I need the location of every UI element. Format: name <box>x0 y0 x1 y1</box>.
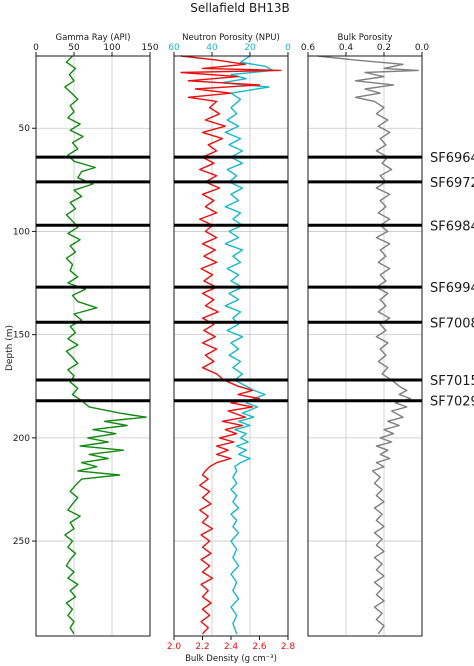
bottom-tick-label: 2.0 <box>167 642 182 652</box>
depth-tick-label: 250 <box>13 537 30 547</box>
track-title: Neutron Porosity (NPU) <box>182 33 280 43</box>
top-tick-label: 40 <box>206 43 218 53</box>
marker-label: SF6984 <box>430 219 474 234</box>
top-tick-label: 150 <box>141 43 158 53</box>
neutron-density-track: 60 40 20 0 Neutron Porosity (NPU) 2.0 2.2 2.4 2.… <box>167 33 296 664</box>
gamma-ray-track: 0 50 100 150 Gamma Ray (API) <box>33 33 159 637</box>
marker-label: SF7015 <box>430 374 474 389</box>
top-tick-label: 60 <box>168 43 180 53</box>
marker-label: SF6972 <box>430 176 474 191</box>
top-tick-label: 20 <box>244 43 256 53</box>
bulk-porosity-track: 0.6 0.4 0.2 0.0 Bulk Porosity <box>301 33 430 637</box>
bottom-tick-label: 2.8 <box>281 642 296 652</box>
chart-title: Sellafield BH13B <box>190 1 290 15</box>
sample-markers: SF6964 SF6972 SF6984 SF6994 SF7008 SF7015 SF70… <box>36 151 474 410</box>
depth-axis-label: Depth (m) <box>5 325 15 371</box>
top-tick-label: 0 <box>285 43 291 53</box>
track-title: Bulk Porosity <box>338 33 393 43</box>
top-tick-label: 0.2 <box>377 43 391 53</box>
marker-label: SF7008 <box>430 316 474 331</box>
top-tick-label: 0 <box>33 43 39 53</box>
series-line-track-2 <box>317 55 419 635</box>
top-tick-label: 0.6 <box>301 43 316 53</box>
depth-tick-label: 200 <box>13 434 30 444</box>
bottom-tick-label: 2.2 <box>195 642 209 652</box>
track-frame <box>307 55 423 637</box>
top-tick-label: 0.0 <box>415 43 430 53</box>
top-tick-label: 100 <box>103 43 120 53</box>
track-title: Gamma Ray (API) <box>55 33 130 43</box>
top-tick-label: 0.4 <box>339 43 354 53</box>
depth-axis: 50 100 150 200 250 <box>13 124 36 547</box>
marker-label: SF6994 <box>430 281 474 296</box>
series-line-neutron-porosity <box>220 55 274 635</box>
bottom-axis-label: Bulk Density (g cm⁻³) <box>185 654 277 664</box>
bottom-tick-label: 2.6 <box>252 642 267 652</box>
depth-tick-label: 100 <box>13 227 30 237</box>
depth-tick-label: 150 <box>13 331 30 341</box>
series-line-track-0 <box>64 55 147 635</box>
marker-label: SF6964 <box>430 151 474 166</box>
series-line-bulk-density <box>180 55 282 635</box>
marker-label: SF7029 <box>430 395 474 410</box>
bottom-tick-label: 2.4 <box>224 642 239 652</box>
top-tick-label: 50 <box>68 43 80 53</box>
track-frame <box>35 55 151 637</box>
depth-tick-label: 50 <box>19 124 31 134</box>
